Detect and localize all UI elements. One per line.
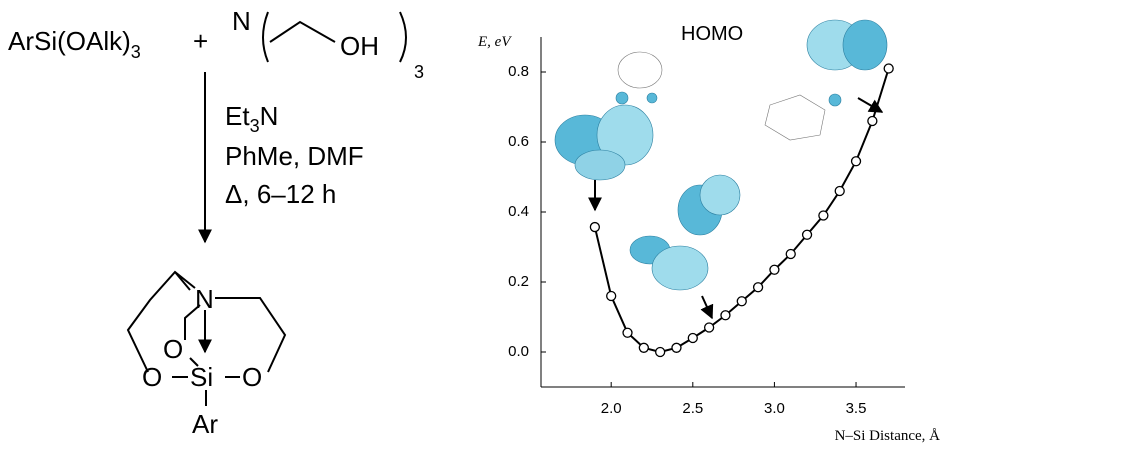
data-point [703, 322, 715, 333]
data-point [622, 327, 633, 338]
plus: + [193, 26, 208, 56]
data-point [834, 185, 845, 197]
data-point [736, 296, 747, 307]
x-tick-label: 3.5 [846, 400, 867, 417]
subscript: 3 [250, 116, 260, 136]
pointer-arrow [700, 295, 714, 320]
data-point [769, 264, 780, 275]
data-point [850, 156, 862, 167]
atom: N [195, 284, 214, 314]
data-point [638, 342, 649, 353]
data-point [883, 63, 894, 74]
atom: Ar [192, 409, 218, 439]
reactant-text: ArSi(OAlk) [8, 26, 131, 56]
data-point [801, 229, 813, 240]
atom: Si [190, 362, 213, 392]
x-tick-label: 3.0 [764, 400, 785, 417]
bond [189, 357, 199, 367]
y-tick-label: 0.8 [508, 63, 529, 80]
x-tick-label: 2.0 [601, 400, 622, 417]
orbital-illustrations [554, 19, 888, 291]
pointer-arrow [857, 97, 884, 113]
reaction-scheme: ArSi(OAlk)3 + N OH 3 Et3N PhMe, DMF Δ, 6… [8, 6, 424, 439]
condition: Et3N [225, 101, 278, 136]
atom: N [232, 6, 251, 36]
data-point [589, 221, 601, 233]
data-point [671, 342, 682, 353]
data-point [606, 290, 617, 302]
bond [262, 11, 336, 63]
subscript: 3 [131, 42, 141, 62]
subscript: 3 [414, 62, 424, 82]
data-point [655, 346, 666, 358]
y-axis-label: E, eV [477, 34, 512, 50]
data-point [867, 115, 878, 127]
data-point [785, 248, 796, 260]
atom: O [163, 334, 183, 364]
annotation: HOMO [681, 23, 743, 45]
reactant: ArSi(OAlk)3 [8, 26, 141, 62]
y-tick-label: 0.0 [508, 343, 529, 360]
atom: O [242, 362, 262, 392]
data-point [818, 210, 829, 221]
arrows [588, 97, 884, 320]
bracket [399, 11, 407, 63]
atom: O [142, 362, 162, 392]
condition: PhMe, DMF [225, 141, 364, 171]
bond [126, 270, 287, 373]
data-point [687, 332, 698, 344]
condition-text: Et [225, 101, 250, 131]
y-tick-label: 0.6 [508, 133, 529, 150]
y-tick-label: 0.4 [508, 203, 529, 220]
chart: E, eV HOMO N–Si Distance, Å 0.0 0.2 0.4 0.6… [477, 23, 940, 444]
condition: Δ, 6–12 h [225, 179, 336, 209]
condition-text: N [260, 101, 279, 131]
x-axis-label: N–Si Distance, Å [835, 428, 941, 444]
x-tick-label: 2.5 [682, 400, 703, 417]
data-point [720, 310, 731, 321]
data-point [752, 282, 764, 293]
atom: OH [340, 31, 379, 61]
y-tick-label: 0.2 [508, 273, 529, 290]
